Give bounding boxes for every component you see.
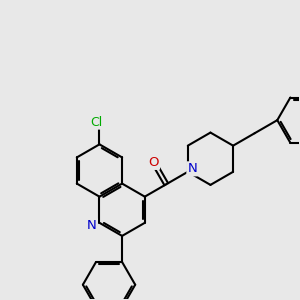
Text: N: N <box>87 219 97 232</box>
Text: N: N <box>188 162 197 175</box>
Text: O: O <box>148 156 159 169</box>
Text: Cl: Cl <box>90 116 103 129</box>
